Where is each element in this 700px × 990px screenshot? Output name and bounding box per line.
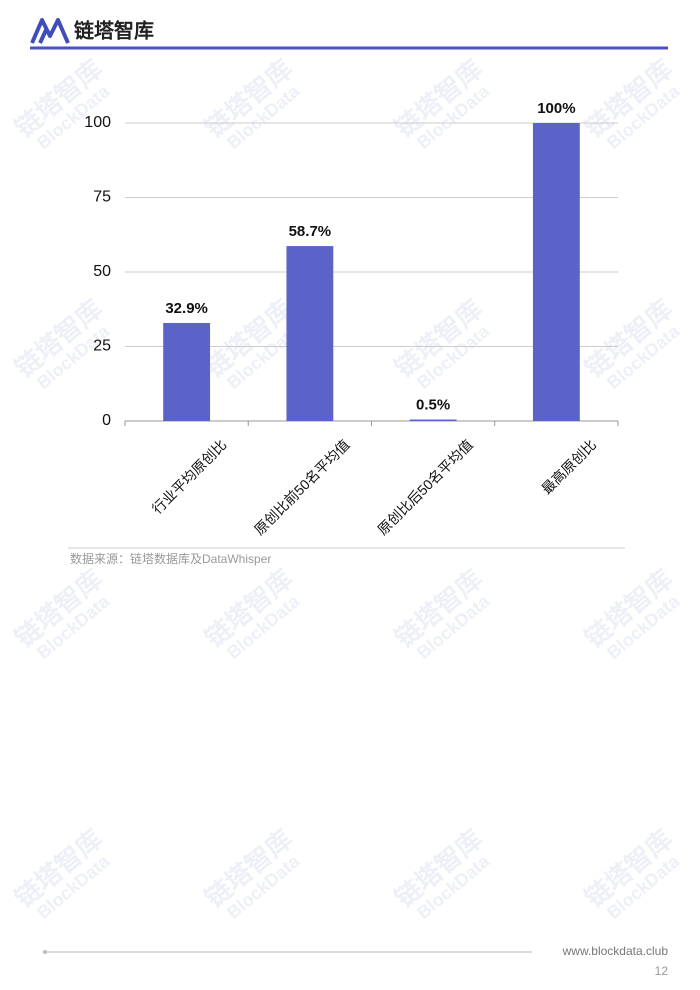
footer-url: www.blockdata.club xyxy=(562,944,669,958)
value-label: 100% xyxy=(537,100,575,117)
logo-text: 链塔智库 xyxy=(74,18,154,42)
bar xyxy=(163,322,211,421)
bar xyxy=(286,246,334,421)
y-tick-label: 0 xyxy=(102,412,111,429)
bar xyxy=(409,419,457,421)
value-label: 58.7% xyxy=(289,223,332,240)
y-tick-label: 25 xyxy=(93,338,111,355)
y-tick-label: 50 xyxy=(93,263,111,280)
source: 数据来源：链塔数据库及DataWhisper xyxy=(70,551,271,566)
value-label: 32.9% xyxy=(165,300,208,317)
y-tick-label: 100 xyxy=(84,114,111,131)
page-number: 12 xyxy=(655,964,669,978)
logo-icon xyxy=(30,18,70,44)
bar xyxy=(532,123,580,421)
y-tick-label: 75 xyxy=(93,189,111,206)
value-label: 0.5% xyxy=(416,396,450,413)
